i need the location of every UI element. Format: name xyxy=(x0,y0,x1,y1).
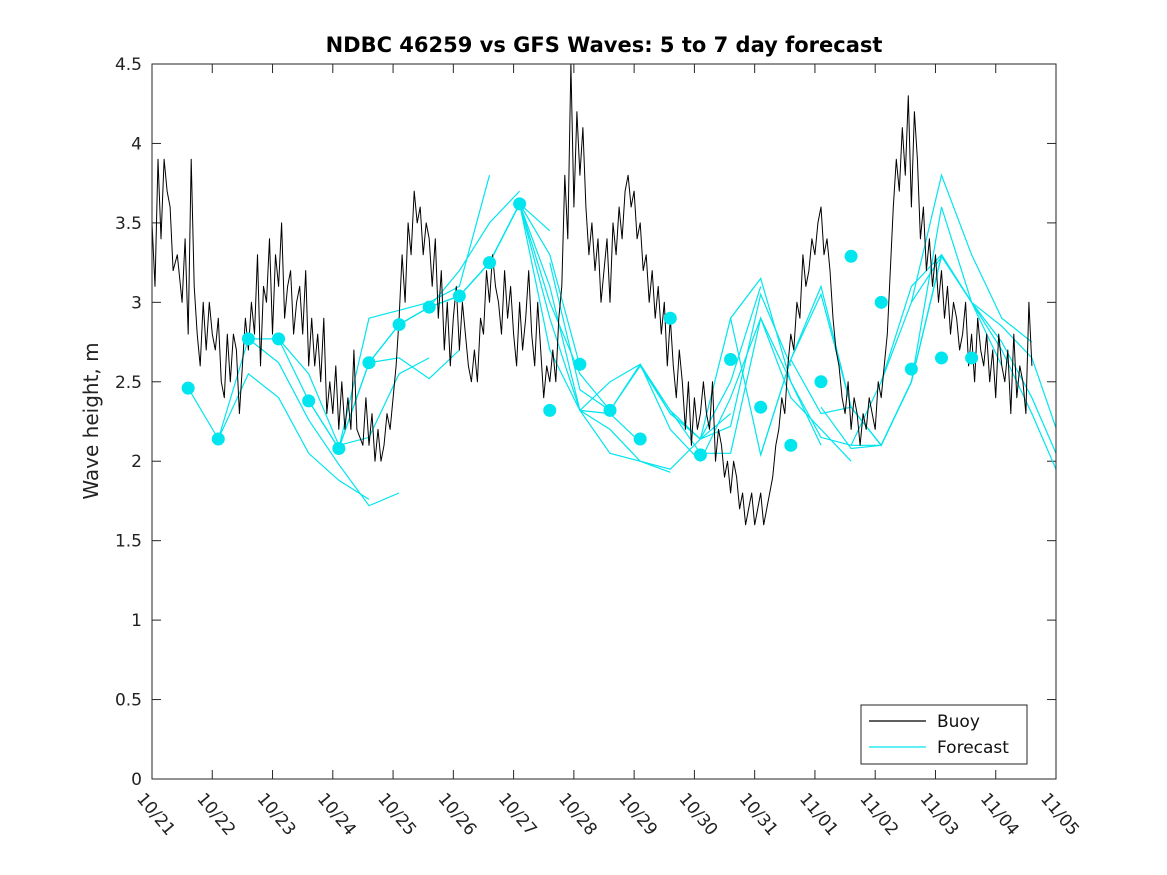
y-tick-label: 1 xyxy=(131,611,142,631)
forecast-marker xyxy=(211,432,225,446)
forecast-marker xyxy=(272,332,286,346)
y-tick-label: 4.5 xyxy=(115,55,142,75)
forecast-marker xyxy=(302,394,316,408)
forecast-marker xyxy=(754,400,768,414)
y-tick-label: 2 xyxy=(131,452,142,472)
legend-buoy-label: Buoy xyxy=(937,712,980,732)
forecast-marker xyxy=(814,375,828,389)
forecast-marker xyxy=(513,197,527,211)
y-axis: 0 0.5 1 1.5 2 2.5 3 3.5 4 4.5 xyxy=(115,55,1056,790)
y-axis-label: Wave height, m xyxy=(79,342,103,499)
forecast-marker xyxy=(543,403,557,417)
legend-box xyxy=(860,704,1028,765)
forecast-marker xyxy=(392,318,406,332)
legend: Buoy Forecast xyxy=(860,704,1028,765)
plot-frame xyxy=(151,63,1057,780)
forecast-marker xyxy=(724,353,738,367)
forecast-marker xyxy=(573,357,587,371)
forecast-marker xyxy=(904,362,918,376)
forecast-marker xyxy=(482,256,496,270)
forecast-markers-group xyxy=(181,197,979,462)
y-tick-label: 2.5 xyxy=(115,373,142,393)
forecast-marker xyxy=(332,442,346,456)
plot-area xyxy=(152,64,1056,779)
forecast-marker xyxy=(362,356,376,370)
forecast-marker xyxy=(693,448,707,462)
forecast-marker xyxy=(874,295,888,309)
legend-forecast-label: Forecast xyxy=(937,738,1009,758)
buoy-line xyxy=(151,63,1033,526)
forecast-marker xyxy=(452,289,466,303)
forecast-marker xyxy=(633,432,647,446)
y-tick-label: 0 xyxy=(131,770,142,790)
forecast-line xyxy=(519,203,701,470)
chart-title: NDBC 46259 vs GFS Waves: 5 to 7 day fore… xyxy=(326,33,883,57)
forecast-line xyxy=(940,254,1057,470)
forecast-marker xyxy=(603,403,617,417)
y-tick-label: 0.5 xyxy=(115,691,142,711)
forecast-marker xyxy=(965,351,979,365)
forecast-marker xyxy=(784,438,798,452)
forecast-marker xyxy=(181,381,195,395)
forecast-marker xyxy=(422,300,436,314)
forecast-marker xyxy=(844,249,858,263)
buoy-series-group xyxy=(151,63,1033,526)
forecast-marker xyxy=(663,311,677,325)
forecast-marker xyxy=(241,332,255,346)
y-tick-label: 1.5 xyxy=(115,532,142,552)
forecast-marker xyxy=(934,351,948,365)
y-tick-label: 3 xyxy=(131,293,142,313)
y-tick-label: 4 xyxy=(131,134,142,154)
y-tick-label: 3.5 xyxy=(115,214,142,234)
